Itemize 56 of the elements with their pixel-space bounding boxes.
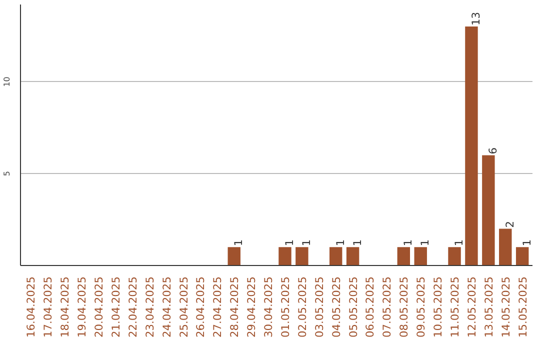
x-tick-label: 05.05.2025 — [346, 276, 360, 338]
bar — [499, 228, 512, 266]
data-label: 1 — [300, 239, 313, 246]
x-tick-label: 25.04.2025 — [177, 276, 190, 338]
x-tick-label: 22.04.2025 — [126, 276, 140, 338]
x-tick-label: 11.05.2025 — [448, 276, 462, 338]
y-tick-label: 5 — [2, 171, 12, 176]
bar — [346, 247, 360, 266]
x-tick-label: 07.05.2025 — [380, 276, 394, 338]
bar — [397, 247, 410, 266]
bar — [516, 247, 529, 266]
x-tick-label: 09.05.2025 — [414, 276, 428, 338]
x-tick-label: 14.05.2025 — [499, 276, 512, 338]
data-label: 1 — [232, 239, 246, 246]
bar — [465, 26, 478, 266]
x-tick-label: 17.04.2025 — [42, 276, 55, 338]
bar — [228, 247, 240, 266]
bar — [329, 247, 342, 266]
x-tick-label: 06.05.2025 — [364, 276, 377, 338]
x-tick-label: 01.05.2025 — [278, 276, 292, 338]
x-tick-label: 24.04.2025 — [160, 276, 174, 338]
y-tick-label: 10 — [2, 76, 12, 87]
x-tick-label: 20.04.2025 — [92, 276, 106, 338]
x-tick-label: 02.05.2025 — [296, 276, 309, 338]
data-label: 1 — [452, 239, 466, 246]
x-tick-label: 18.04.2025 — [58, 276, 72, 338]
x-tick-label: 21.04.2025 — [109, 276, 122, 338]
bar — [278, 247, 292, 266]
x-tick-label: 28.04.2025 — [228, 276, 242, 338]
data-label: 1 — [402, 239, 415, 246]
data-label: 1 — [282, 239, 296, 246]
bar — [448, 247, 461, 266]
x-tick-label: 13.05.2025 — [482, 276, 496, 338]
x-tick-label: 12.05.2025 — [465, 276, 478, 338]
x-tick-label: 10.05.2025 — [432, 276, 445, 338]
bar — [296, 247, 308, 266]
x-tick-label: 03.05.2025 — [312, 276, 326, 338]
data-label: 2 — [503, 220, 516, 228]
x-tick-label: 15.05.2025 — [516, 276, 530, 338]
x-tick-label: 08.05.2025 — [398, 276, 411, 338]
x-tick-label: 26.04.2025 — [194, 276, 208, 338]
x-tick-label: 16.04.2025 — [24, 276, 38, 338]
x-tick-label: 04.05.2025 — [330, 276, 343, 338]
data-label: 1 — [334, 239, 347, 246]
x-tick-label: 19.04.2025 — [76, 276, 89, 338]
x-tick-label: 27.04.2025 — [211, 276, 224, 338]
data-label: 1 — [350, 239, 364, 246]
x-tick-label: 29.04.2025 — [245, 276, 258, 338]
x-tick-label: 30.04.2025 — [262, 276, 276, 338]
x-tick-label: 23.04.2025 — [143, 276, 156, 338]
data-label: 13 — [469, 12, 482, 26]
data-label: 6 — [486, 147, 500, 154]
data-label: 1 — [418, 239, 432, 246]
bar — [414, 247, 427, 266]
bar — [482, 155, 495, 266]
data-label: 1 — [520, 239, 534, 246]
